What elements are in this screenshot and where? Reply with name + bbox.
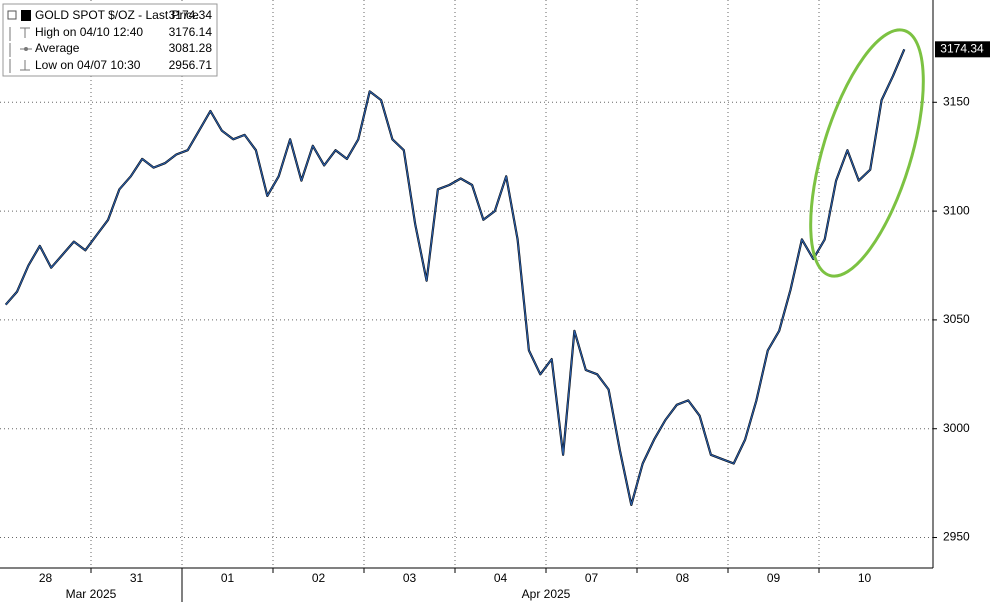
y-tick-label: 3050 (943, 312, 970, 326)
legend-swatch (21, 10, 31, 21)
legend-low-icon (9, 59, 30, 73)
x-tick-label: 02 (312, 571, 326, 585)
x-tick-label: 01 (221, 571, 235, 585)
x-tick-label: 03 (403, 571, 417, 585)
legend-stat-value: 3176.14 (169, 25, 213, 39)
legend-avg-dot (24, 47, 28, 51)
x-tick-label: 04 (494, 571, 508, 585)
legend-stat-label: High on 04/10 12:40 (35, 25, 143, 39)
legend-box (2, 3, 218, 77)
price-line (5, 49, 905, 506)
y-tick-label: 2950 (943, 530, 970, 544)
month-label: Apr 2025 (522, 587, 571, 601)
x-tick-label: 31 (130, 571, 144, 585)
x-tick-label: 09 (767, 571, 781, 585)
legend-last-value: 3174.34 (169, 8, 213, 22)
axes: 2950 3000 3050 3100 3150 28 31 01 02 03 04 07 08 09 10… (39, 41, 990, 601)
legend-high-icon (9, 27, 30, 41)
y-tick-label: 3000 (943, 421, 970, 435)
x-tick-label: 07 (585, 571, 599, 585)
marks (4, 48, 906, 506)
highlight-ellipse (809, 28, 925, 278)
legend-stat-label: Average (35, 41, 80, 55)
y-tick-label: 3150 (943, 94, 970, 108)
last-price-label: 3174.34 (940, 41, 984, 55)
legend-stat-label: Low on 04/07 10:30 (35, 58, 141, 72)
month-label: Mar 2025 (66, 587, 117, 601)
x-tick-label: 28 (39, 571, 53, 585)
legend-series-name: GOLD SPOT $/OZ - Last Price (35, 8, 199, 22)
x-tick-label: 08 (676, 571, 690, 585)
legend-stat-value: 2956.71 (169, 58, 213, 72)
legend-toggle (7, 10, 17, 20)
grid (0, 0, 933, 568)
last-price-tag (935, 41, 990, 58)
legend-stat-value: 3081.28 (169, 41, 213, 55)
x-tick-label: 10 (858, 571, 872, 585)
y-tick-label: 3100 (943, 203, 970, 217)
legend: GOLD SPOT $/OZ - Last Price 3174.34 High… (2, 3, 218, 77)
